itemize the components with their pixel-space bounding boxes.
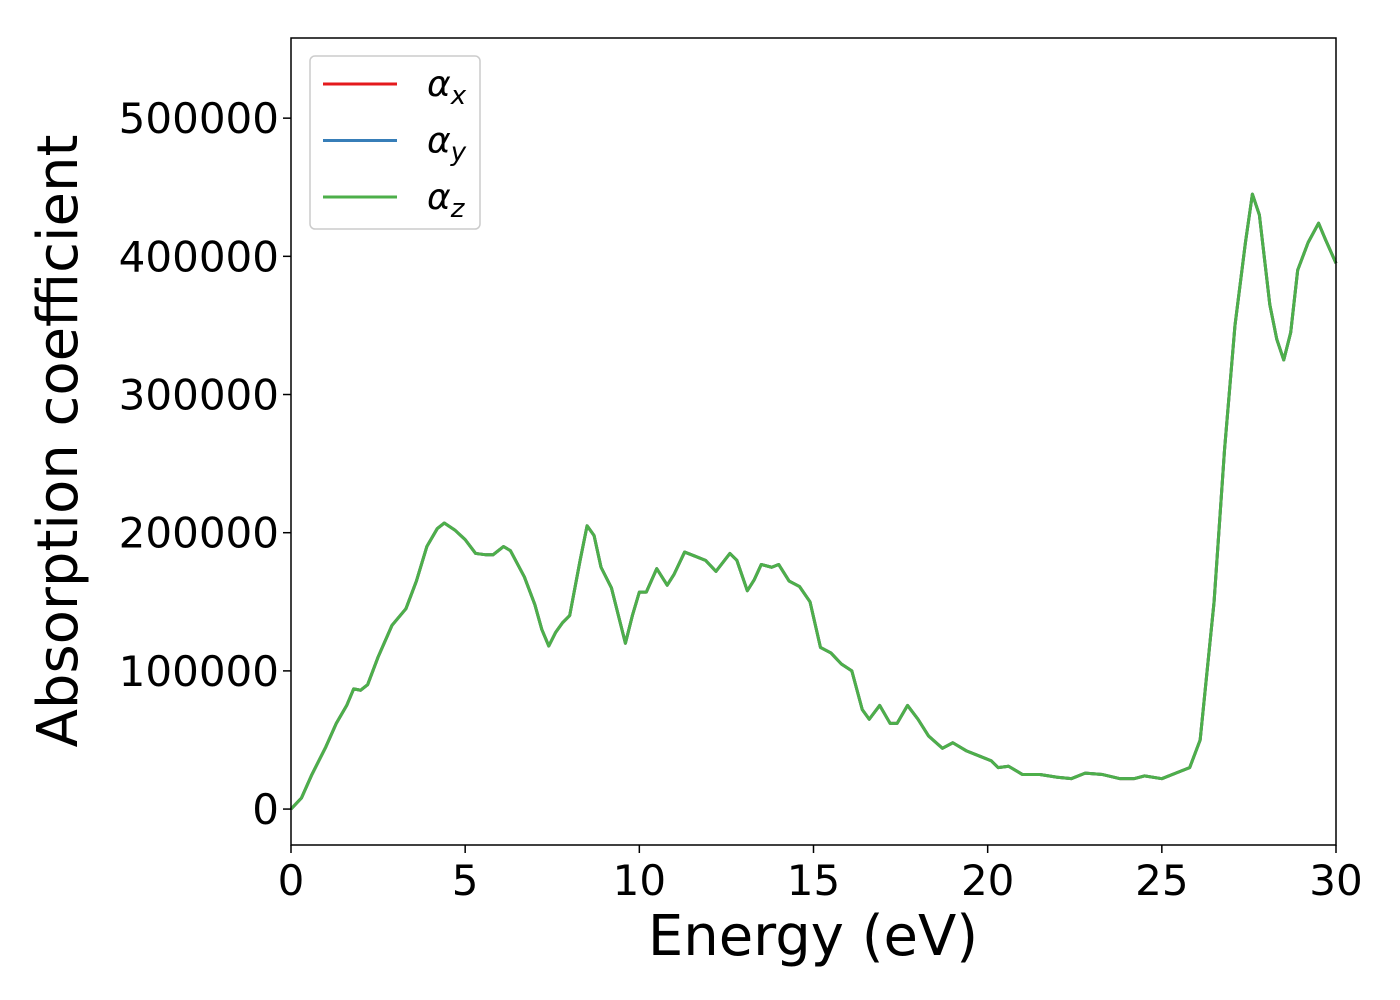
x-tick-label: 5 xyxy=(452,856,479,905)
x-tick-label: 25 xyxy=(1135,856,1188,905)
plot-frame xyxy=(290,37,1337,846)
x-axis-label: Energy (eV) xyxy=(648,904,978,969)
y-tick-label: 400000 xyxy=(119,232,279,281)
x-tick-label: 10 xyxy=(613,856,666,905)
legend-box xyxy=(309,55,481,230)
legend-label: αx xyxy=(427,64,467,111)
x-tick-label: 15 xyxy=(787,856,840,905)
y-tick-label: 500000 xyxy=(119,94,279,143)
x-tick-label: 30 xyxy=(1309,856,1362,905)
y-tick-label: 200000 xyxy=(119,509,279,558)
x-tick-label: 0 xyxy=(278,856,305,905)
series-line xyxy=(289,192,1338,811)
legend-label: αy xyxy=(427,121,467,168)
y-tick-label: 300000 xyxy=(119,371,279,420)
series-line xyxy=(289,192,1338,811)
series-line xyxy=(289,192,1338,811)
y-tick-label: 100000 xyxy=(119,647,279,696)
y-tick-label: 0 xyxy=(252,785,279,834)
legend-label: αz xyxy=(427,177,466,224)
y-axis-label: Absorption coefficient xyxy=(26,135,91,748)
x-tick-label: 20 xyxy=(961,856,1014,905)
